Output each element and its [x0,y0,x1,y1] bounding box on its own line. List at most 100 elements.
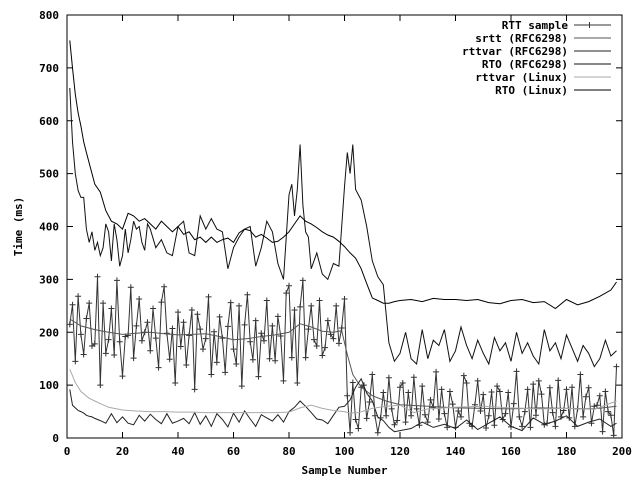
data-point [455,408,462,415]
data-point [313,342,320,349]
data-point [419,383,426,390]
data-point [322,344,329,351]
data-point [591,403,598,410]
data-point [485,412,492,419]
data-point [410,374,417,381]
legend-item: rttvar (Linux) [475,71,611,84]
data-point [113,277,120,284]
series-line [69,318,617,410]
series-rtt-sample [66,273,620,439]
data-point [238,383,245,390]
data-point [546,384,553,391]
data-point [241,321,248,328]
legend-item: RTO (Linux) [495,84,611,97]
y-tick-label: 200 [39,326,59,339]
data-point [596,392,603,399]
data-point [111,351,118,358]
x-axis-title: Sample Number [301,464,387,477]
data-point [211,328,218,335]
data-point [77,331,84,338]
data-point [97,382,104,389]
legend-item: rttvar (RFC6298) [462,45,611,58]
legend-item: srtt (RFC6298) [475,32,611,45]
data-point [599,428,606,435]
data-point [405,389,412,396]
y-axis-title: Time (ms) [12,197,25,257]
data-point [252,317,259,324]
y-tick-label: 500 [39,168,59,181]
data-point [180,319,187,326]
data-point [532,412,539,419]
y-tick-label: 700 [39,62,59,75]
data-point [363,415,370,422]
data-point [349,379,356,386]
data-point [438,386,445,393]
data-point [161,283,168,290]
data-point [408,412,415,419]
data-point [102,350,109,357]
data-point [227,299,234,306]
data-point [505,389,512,396]
x-tick-label: 120 [390,445,410,458]
data-point [502,410,509,417]
data-point [383,412,390,419]
data-point [75,293,82,300]
data-point [352,416,359,423]
data-point [294,380,301,387]
data-point [549,409,556,416]
data-point [274,313,281,320]
series-rto-linux [69,40,617,310]
data-point [605,408,612,415]
data-point [319,352,326,359]
data-point [333,302,340,309]
legend-label: rttvar (RFC6298) [462,45,568,58]
data-point [324,317,331,324]
y-tick-label: 400 [39,221,59,234]
data-point [369,371,376,378]
y-tick-label: 0 [52,432,59,445]
series-line [69,87,617,368]
data-point [108,305,115,312]
x-tick-label: 200 [612,445,632,458]
data-point [83,315,90,322]
series-line [69,377,617,433]
series-rttvar-rfc6298 [69,377,617,433]
data-point [569,384,576,391]
data-point [119,373,126,380]
data-point [341,295,348,302]
data-point [233,360,240,367]
data-point [244,291,251,298]
data-point [222,369,229,376]
data-point [355,425,362,432]
legend-item: RTT sample [502,19,611,32]
data-point [138,337,145,344]
series-layer [66,40,620,439]
data-point [202,335,209,342]
series-srtt-rfc6298 [69,318,617,410]
data-point [435,415,442,422]
data-point [430,404,437,411]
data-point [147,347,154,354]
data-point [424,419,431,426]
data-point [169,325,176,332]
y-tick-label: 100 [39,379,59,392]
x-tick-label: 80 [282,445,295,458]
data-point [94,273,101,280]
data-point [91,340,98,347]
data-point [433,368,440,375]
data-point [338,325,345,332]
data-point [69,301,76,308]
data-point [133,322,140,329]
data-point [607,412,614,419]
data-point [144,319,151,326]
legend-label: RTO (Linux) [495,84,568,97]
data-point [100,300,107,307]
data-point [582,393,589,400]
data-point [519,423,526,430]
data-point [524,386,531,393]
data-point [388,405,395,412]
y-tick-label: 300 [39,273,59,286]
data-point [288,354,295,361]
data-point [150,305,157,312]
